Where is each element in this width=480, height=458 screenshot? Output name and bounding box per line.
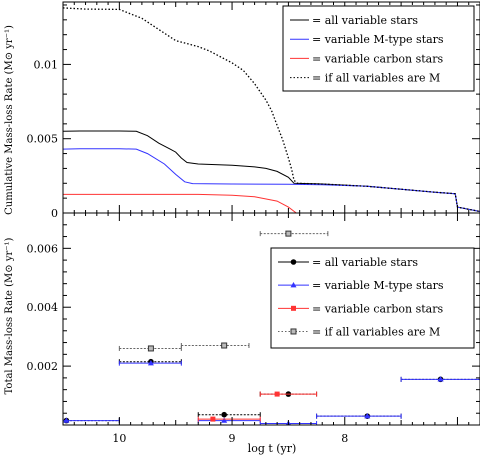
data-point bbox=[437, 376, 444, 382]
x-tick-label: 9 bbox=[229, 432, 236, 445]
y-tick-label: 0.005 bbox=[27, 133, 59, 146]
top-panel: 0 0.005 0.01 Cumulative Mass-loss Rate (M⊙… bbox=[4, 1, 480, 220]
legend-label: = if all variables are M bbox=[312, 72, 440, 85]
y-tick-label: 0.006 bbox=[27, 242, 59, 255]
legend-label: = variable carbon stars bbox=[312, 52, 443, 65]
y-tick-label: 0 bbox=[51, 207, 58, 220]
y-tick-label: 0.01 bbox=[34, 58, 59, 71]
data-point bbox=[221, 411, 227, 418]
legend-label: = if all variables are M bbox=[312, 325, 440, 338]
legend-label: = variable carbon stars bbox=[312, 302, 443, 315]
bottom-legend: = all variable stars = variable M-type st… bbox=[270, 247, 475, 349]
x-tick-label: 8 bbox=[341, 432, 348, 445]
data-point bbox=[210, 416, 216, 422]
data-point bbox=[274, 391, 280, 397]
legend-box bbox=[270, 247, 475, 349]
bottom-xlabel: log t (yr) bbox=[248, 442, 297, 455]
data-point bbox=[147, 359, 154, 366]
top-legend: = all variable stars = variable M-type st… bbox=[282, 5, 475, 92]
bottom-panel: 0.002 0.004 0.006 10 9 8 Total Mass-loss Rate… bbox=[4, 212, 480, 455]
data-point bbox=[290, 259, 297, 265]
y-tick-label: 0.002 bbox=[27, 360, 59, 373]
data-point bbox=[221, 417, 228, 423]
data-point bbox=[147, 345, 154, 352]
data-point bbox=[63, 417, 70, 423]
legend-label: = variable M-type stars bbox=[312, 279, 444, 292]
legend-label: = all variable stars bbox=[312, 256, 418, 269]
bottom-ylabel: Total Mass-loss Rate (M⊙ yr⁻¹) bbox=[4, 237, 15, 394]
top-ylabel: Cumulative Mass-loss Rate (M⊙ yr⁻¹) bbox=[4, 25, 15, 215]
y-tick-label: 0.004 bbox=[27, 301, 59, 314]
data-point bbox=[285, 230, 292, 237]
series-line-1 bbox=[63, 148, 480, 212]
series-line-0 bbox=[63, 130, 480, 212]
data-point bbox=[290, 328, 297, 335]
legend-label: = all variable stars bbox=[312, 14, 418, 27]
x-tick-label: 10 bbox=[112, 432, 126, 445]
data-point bbox=[291, 305, 296, 311]
legend-box bbox=[282, 5, 475, 92]
data-point bbox=[364, 412, 371, 419]
series-line-2 bbox=[63, 193, 297, 213]
legend-label: = variable M-type stars bbox=[312, 33, 444, 46]
data-point bbox=[290, 281, 297, 288]
series-line-3 bbox=[63, 7, 480, 213]
data-point bbox=[221, 342, 228, 349]
